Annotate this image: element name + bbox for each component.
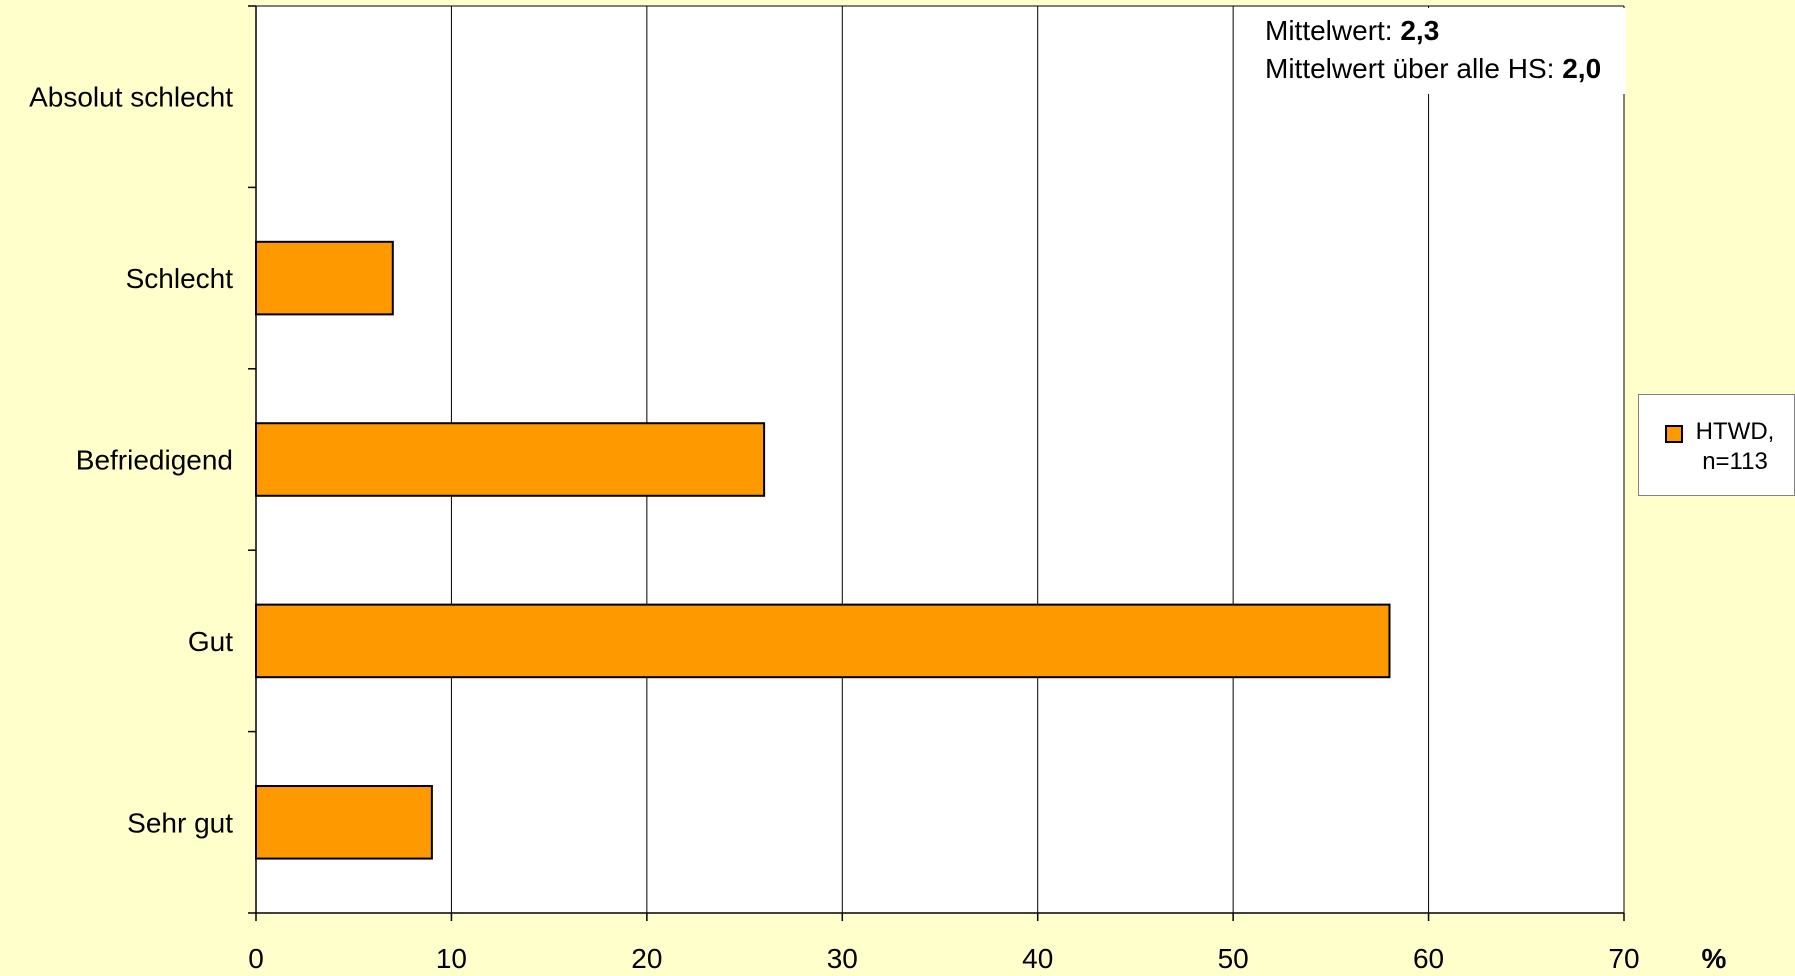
x-tick-label: 50 [1218,943,1249,974]
y-category-label: Absolut schlecht [29,82,233,113]
overall-mean-line: Mittelwert über alle HS: 2,0 [1265,50,1626,88]
axes [248,5,1625,921]
x-tick-label: 60 [1413,943,1444,974]
overall-mean-label: Mittelwert über alle HS: [1265,53,1563,84]
legend-swatch [1665,425,1683,443]
mean-annotation: Mittelwert: 2,3 Mittelwert über alle HS:… [1250,8,1626,94]
x-tick-label: 20 [631,943,662,974]
x-tick-label: 10 [436,943,467,974]
bar [255,422,766,497]
legend-label-line1: HTWD, [1695,418,1775,445]
x-tick-label: 40 [1022,943,1053,974]
y-category-label: Gut [188,626,233,657]
legend: HTWD, n=113 [1638,394,1795,496]
x-tick-label: 70 [1608,943,1639,974]
legend-label-line2: n=113 [1702,448,1768,475]
bar [255,240,394,316]
y-category-label: Schlecht [126,263,234,294]
mean-value: 2,3 [1400,15,1440,46]
y-category-label: Befriedigend [76,445,233,476]
labels: 0 10 20 30 40 50 60 70 Absolut schlecht Schlecht B… [29,82,1726,974]
bar [255,785,433,860]
x-unit-label: % [1702,943,1727,974]
mean-line: Mittelwert: 2,3 [1265,12,1626,50]
bar [255,603,1391,679]
x-tick-label: 30 [827,943,858,974]
bars [255,240,1391,860]
x-tick-label: 0 [248,943,264,974]
mean-label: Mittelwert: [1265,15,1401,46]
legend-label: HTWD, n=113 [1685,417,1785,477]
y-category-label: Sehr gut [127,807,233,838]
overall-mean-value: 2,0 [1562,53,1602,84]
